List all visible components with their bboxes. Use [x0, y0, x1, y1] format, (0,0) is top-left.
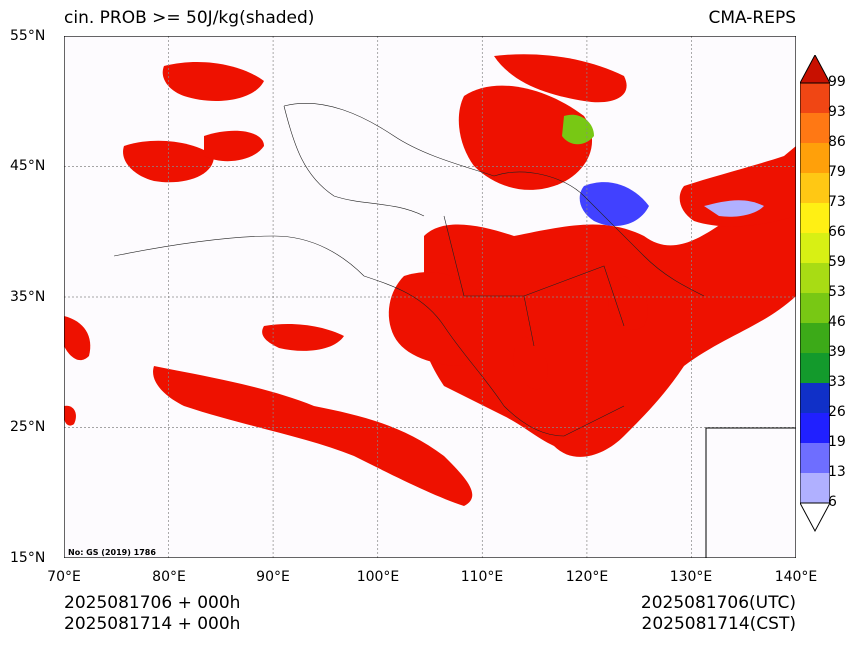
- colorbar-segment: [800, 383, 830, 413]
- init-line-utc: 2025081706 + 000h: [64, 593, 241, 613]
- valid-line-cst: 2025081714(CST): [641, 614, 796, 634]
- lon-tick-label: 130°E: [669, 569, 713, 585]
- lat-tick-label: 45°N: [10, 158, 46, 174]
- lon-tick-label: 80°E: [152, 569, 186, 585]
- colorbar-tick-label: 86: [828, 134, 846, 150]
- admin-borders: [113, 103, 705, 437]
- lat-tick-label: 55°N: [10, 28, 46, 44]
- colorbar-tick-label: 79: [828, 164, 846, 180]
- colorbar-segment: [800, 473, 830, 503]
- lon-tick-label: 70°E: [47, 569, 81, 585]
- lat-tick-label: 15°N: [10, 550, 46, 566]
- lat-tick-label: 35°N: [10, 289, 46, 305]
- lon-tick-label: 90°E: [256, 569, 290, 585]
- colorbar-segment: [800, 203, 830, 233]
- graticule: [64, 36, 796, 558]
- colorbar: [800, 55, 830, 533]
- lon-tick-label: 100°E: [356, 569, 400, 585]
- colorbar-tick-label: 53: [828, 284, 846, 300]
- chart-title: cin. PROB >= 50J/kg(shaded): [64, 8, 315, 28]
- colorbar-tick-label: 73: [828, 194, 846, 210]
- colorbar-tick-label: 39: [828, 344, 846, 360]
- colorbar-tick-label: 93: [828, 104, 846, 120]
- valid-time-info: 2025081706(UTC) 2025081714(CST): [641, 593, 796, 635]
- colorbar-extend-min: [800, 502, 830, 533]
- colorbar-segment: [800, 443, 830, 473]
- colorbar-tick-label: 13: [828, 464, 846, 480]
- colorbar-segment: [800, 413, 830, 443]
- colorbar-tick-label: 33: [828, 374, 846, 390]
- colorbar-segment: [800, 233, 830, 263]
- approval-note: No: GS (2019) 1786: [68, 548, 156, 557]
- lat-tick-label: 25°N: [10, 419, 46, 435]
- colorbar-segment: [800, 353, 830, 383]
- probability-map: [64, 36, 796, 558]
- colorbar-tick-label: 99: [828, 74, 846, 90]
- colorbar-segment: [800, 323, 830, 353]
- forecast-init-info: 2025081706 + 000h 2025081714 + 000h: [64, 593, 240, 635]
- colorbar-tick-label: 59: [828, 254, 846, 270]
- colorbar-segment: [800, 293, 830, 323]
- colorbar-segment: [800, 263, 830, 293]
- init-line-cst: 2025081714 + 000h: [64, 614, 241, 634]
- model-name: CMA-REPS: [708, 8, 796, 28]
- lon-tick-label: 140°E: [774, 569, 818, 585]
- lon-tick-label: 110°E: [460, 569, 504, 585]
- colorbar-extend-max: [800, 55, 830, 84]
- colorbar-tick-label: 66: [828, 224, 846, 240]
- colorbar-tick-label: 26: [828, 404, 846, 420]
- colorbar-tick-label: 46: [828, 314, 846, 330]
- south-china-sea-inset: [705, 427, 796, 558]
- valid-line-utc: 2025081706(UTC): [640, 593, 796, 613]
- colorbar-tick-label: 6: [828, 494, 837, 510]
- colorbar-segment: [800, 83, 830, 113]
- probability-shading: [64, 54, 796, 506]
- colorbar-segment: [800, 173, 830, 203]
- colorbar-segment: [800, 143, 830, 173]
- colorbar-segment: [800, 113, 830, 143]
- colorbar-tick-label: 19: [828, 434, 846, 450]
- lon-tick-label: 120°E: [565, 569, 609, 585]
